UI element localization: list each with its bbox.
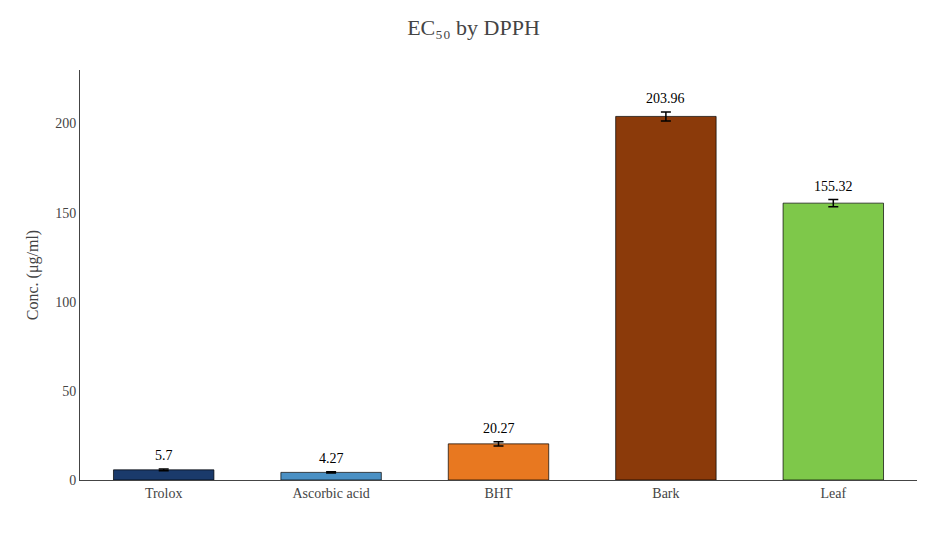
svg-text:Conc. (μg/ml): Conc. (μg/ml)	[24, 230, 42, 320]
svg-text:Ascorbic acid: Ascorbic acid	[292, 486, 369, 501]
svg-text:50: 50	[62, 384, 76, 399]
svg-text:Leaf: Leaf	[820, 486, 846, 501]
svg-text:EC₅₀ by DPPH: EC₅₀ by DPPH	[407, 15, 540, 40]
svg-text:Bark: Bark	[652, 486, 679, 501]
svg-text:5.7: 5.7	[155, 448, 173, 463]
svg-text:Trolox: Trolox	[145, 486, 183, 501]
svg-text:150: 150	[55, 206, 76, 221]
svg-text:20.27: 20.27	[483, 421, 515, 436]
svg-text:200: 200	[55, 116, 76, 131]
svg-text:100: 100	[55, 295, 76, 310]
svg-text:155.32: 155.32	[814, 179, 853, 194]
svg-text:0: 0	[69, 473, 76, 488]
svg-text:BHT: BHT	[485, 486, 513, 501]
svg-text:4.27: 4.27	[319, 451, 344, 466]
svg-text:203.96: 203.96	[646, 91, 685, 106]
